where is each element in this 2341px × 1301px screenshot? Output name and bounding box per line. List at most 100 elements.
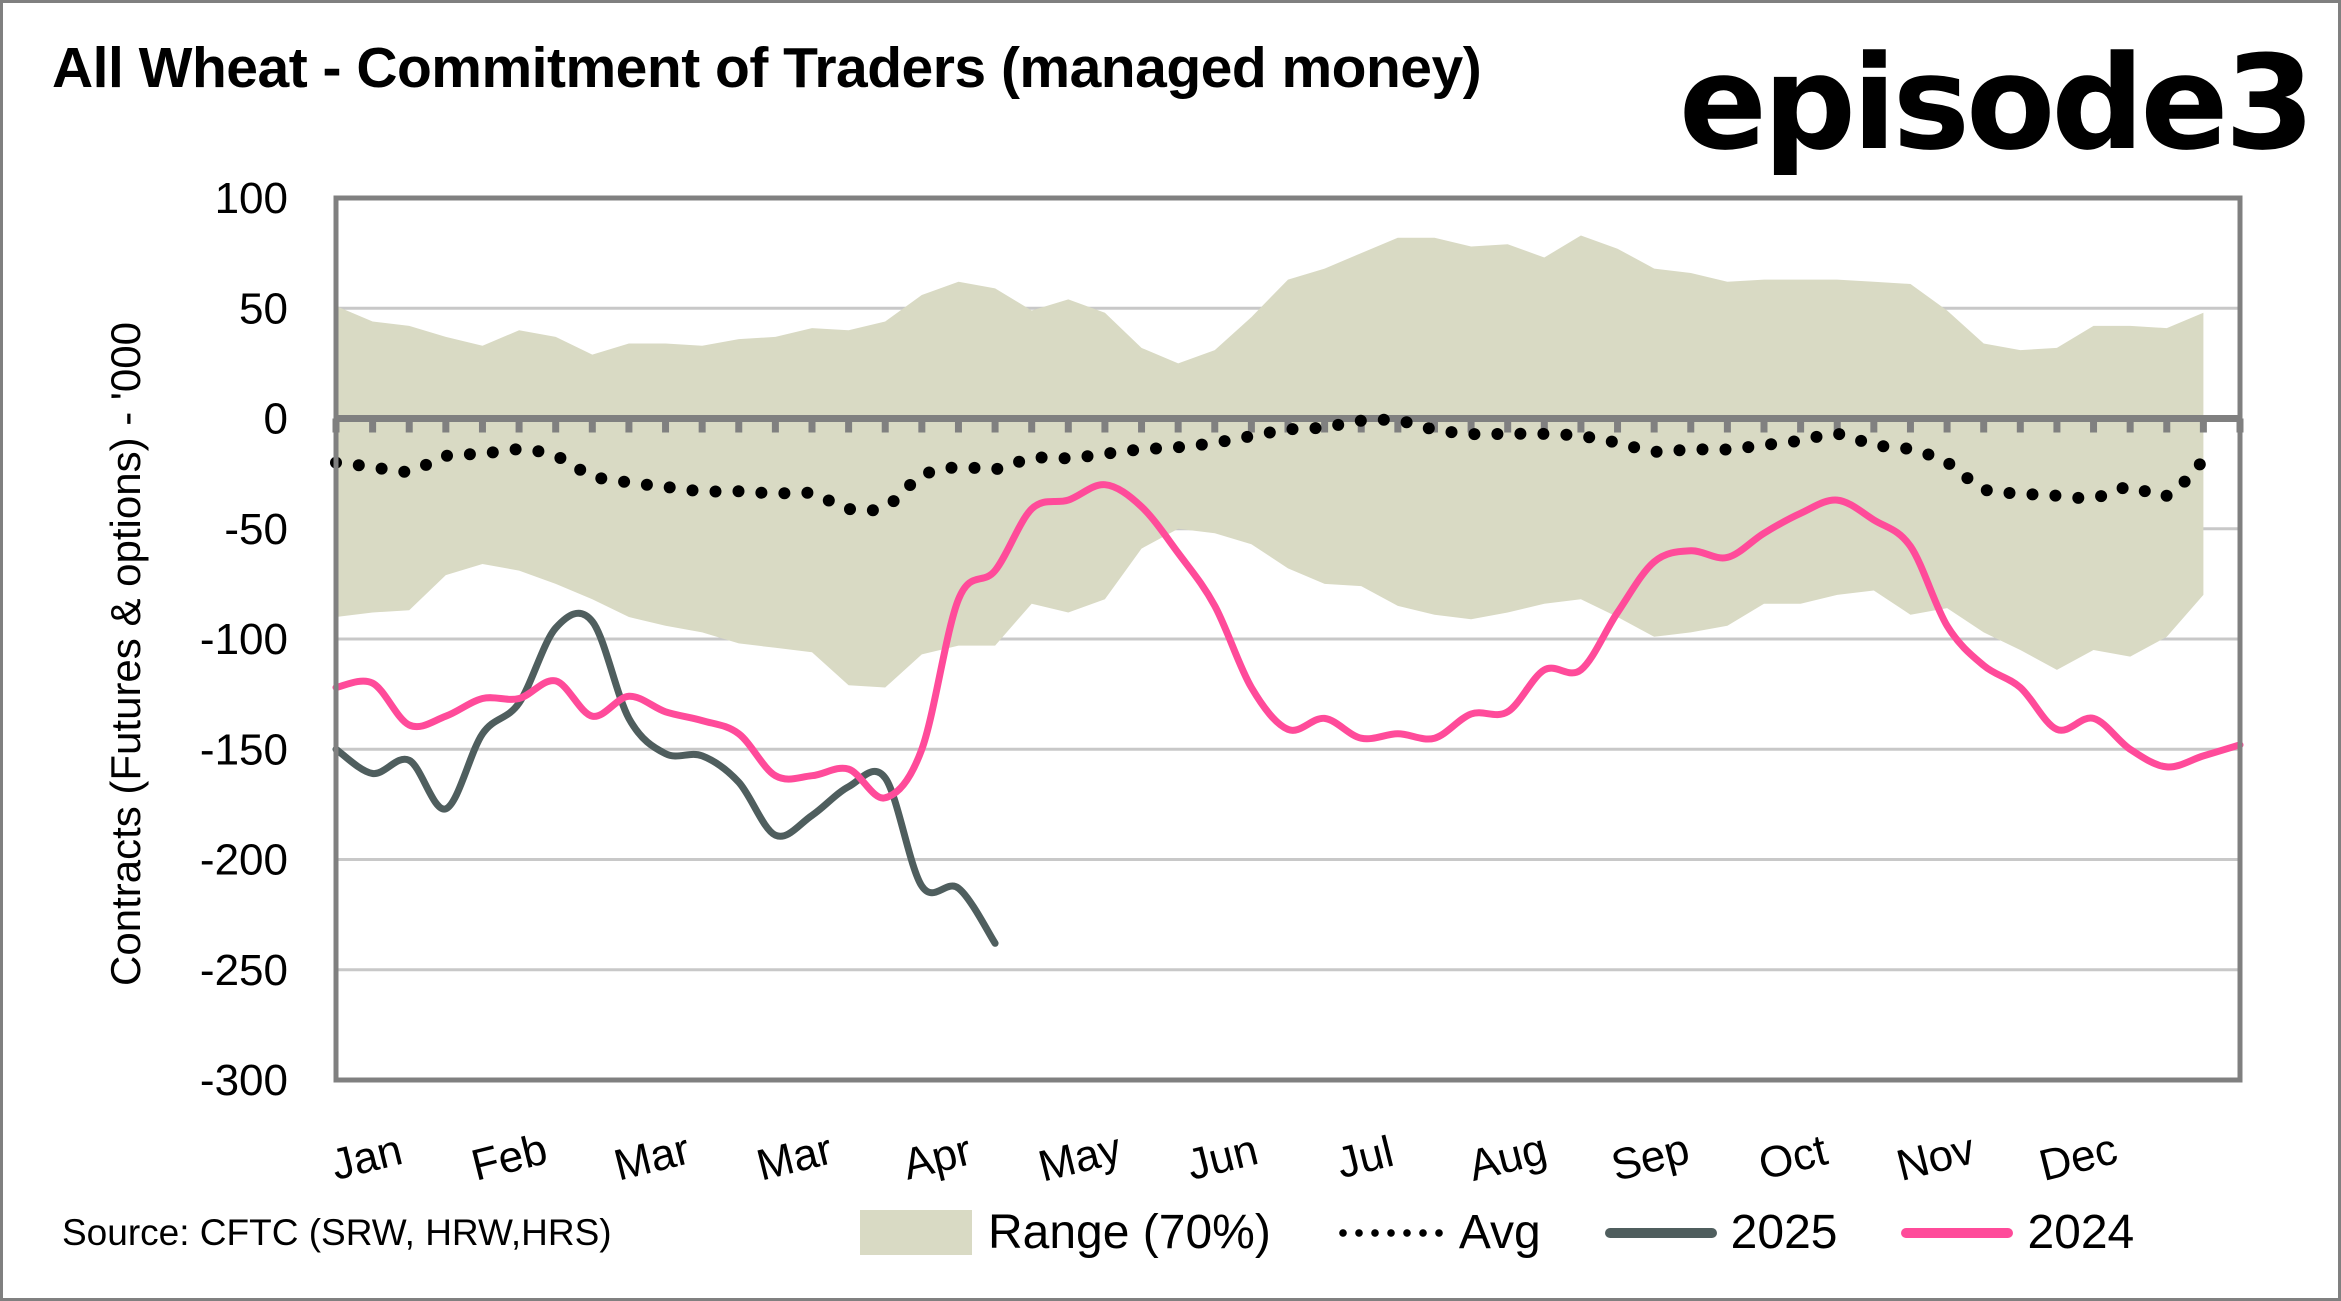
avg-dot <box>1605 435 1618 448</box>
avg-dot <box>1150 442 1162 455</box>
avg-dot <box>1354 414 1367 427</box>
avg-dot <box>1514 427 1527 440</box>
avg-dot <box>574 463 587 476</box>
avg-dot <box>1765 438 1778 451</box>
x-month-label: Mar <box>752 1125 837 1191</box>
legend-item-range: Range (70%) <box>860 1205 1271 1260</box>
x-month-label: May <box>1034 1124 1127 1192</box>
y-axis-title: Contracts (Futures & options) - '000 <box>102 322 149 986</box>
avg-dot <box>1583 431 1596 444</box>
avg-dot <box>1673 444 1686 457</box>
x-axis-month-labels: Jan Feb Mar Mar Apr May Jun Jul Aug Sep Oct Nov Dec <box>326 1124 2122 1192</box>
avg-dot <box>663 481 676 494</box>
avg-dot <box>1195 438 1208 451</box>
avg-dot <box>1058 452 1071 465</box>
y-tick-label: -100 <box>200 615 288 664</box>
avg-dot <box>2193 458 2206 471</box>
x-month-label: Aug <box>1464 1124 1552 1190</box>
plot-border <box>333 195 2243 1083</box>
avg-dot <box>2160 489 2173 502</box>
avg-dot <box>1309 422 1322 435</box>
y-tick-label: -250 <box>200 946 288 995</box>
avg-dot <box>1537 427 1550 440</box>
avg-dot <box>554 452 567 464</box>
avg-dot <box>1104 447 1117 460</box>
avg-dot <box>2095 490 2108 503</box>
avg-dot <box>595 472 608 485</box>
avg-dot <box>778 487 791 500</box>
y-tick-label: 50 <box>239 284 288 333</box>
legend-swatch-range <box>860 1210 972 1255</box>
avg-dot <box>441 449 453 462</box>
avg-dot <box>1855 434 1868 447</box>
avg-dot <box>1400 416 1413 429</box>
x-month-label: Oct <box>1754 1126 1832 1190</box>
legend: Range (70%) Avg 2025 2024 <box>860 1205 2134 1260</box>
avg-dot <box>1286 423 1299 436</box>
avg-dot <box>755 486 768 499</box>
legend-label-2025: 2025 <box>1730 1206 1838 1259</box>
avg-dot <box>801 486 814 499</box>
avg-dot <box>822 494 835 507</box>
avg-dot <box>844 503 856 516</box>
avg-dot <box>1943 457 1956 470</box>
avg-dot <box>420 458 432 471</box>
avg-dot <box>1628 441 1641 454</box>
avg-dot <box>2003 487 2016 499</box>
avg-dot <box>1491 428 1504 440</box>
avg-dot <box>1035 451 1048 464</box>
avg-dot <box>1013 455 1026 468</box>
x-month-label: Nov <box>1892 1124 1980 1190</box>
legend-swatch-avg <box>1334 1227 1447 1238</box>
avg-dot <box>352 459 365 472</box>
avg-dot <box>1173 441 1185 454</box>
avg-dot <box>1922 448 1935 461</box>
avg-dot <box>1560 428 1573 441</box>
avg-dot <box>1980 484 1993 497</box>
legend-swatch-2024 <box>1901 1227 2014 1238</box>
legend-item-avg: Avg <box>1334 1205 1541 1260</box>
y-tick-label: -50 <box>224 505 288 554</box>
avg-dot <box>1810 430 1823 443</box>
avg-dot <box>1377 413 1390 426</box>
avg-dot <box>509 443 522 456</box>
x-month-label: Jul <box>1332 1127 1398 1188</box>
avg-dot <box>1241 430 1254 443</box>
avg-dot <box>968 461 981 474</box>
avg-dot <box>1788 435 1800 448</box>
avg-dot <box>887 495 900 508</box>
avg-dot <box>1332 418 1345 431</box>
avg-dot <box>640 478 653 491</box>
avg-dot <box>618 475 631 488</box>
chart-title: All Wheat - Commitment of Traders (manag… <box>52 36 1482 100</box>
avg-dot <box>866 504 879 517</box>
avg-dot <box>2178 475 2191 488</box>
avg-dot <box>1468 428 1481 441</box>
x-month-label: Dec <box>2034 1124 2122 1190</box>
x-axis <box>332 415 2244 433</box>
y-tick-label: -300 <box>200 1056 288 1105</box>
avg-dot <box>2138 485 2151 498</box>
avg-dot <box>1650 445 1663 458</box>
avg-dot <box>2049 489 2062 502</box>
avg-dot <box>486 446 499 459</box>
x-month-label: Jun <box>1182 1125 1263 1190</box>
range-area <box>336 235 2204 688</box>
x-month-label: Sep <box>1606 1124 1694 1190</box>
legend-item-2024: 2024 <box>1901 1205 2134 1260</box>
avg-dot <box>1696 443 1709 456</box>
avg-dot <box>945 461 958 474</box>
x-month-label: Mar <box>609 1125 694 1191</box>
avg-dot <box>1877 440 1890 453</box>
x-month-label: Apr <box>898 1126 976 1190</box>
avg-dot <box>732 485 745 498</box>
avg-dot <box>923 466 936 479</box>
series-avg-dots <box>330 413 2206 517</box>
y-tick-label: 100 <box>215 174 288 223</box>
avg-dot <box>1218 435 1231 448</box>
y-tick-label: -150 <box>200 725 288 774</box>
avg-dot <box>398 465 411 478</box>
avg-dot <box>2026 488 2039 501</box>
avg-dot <box>532 445 545 458</box>
